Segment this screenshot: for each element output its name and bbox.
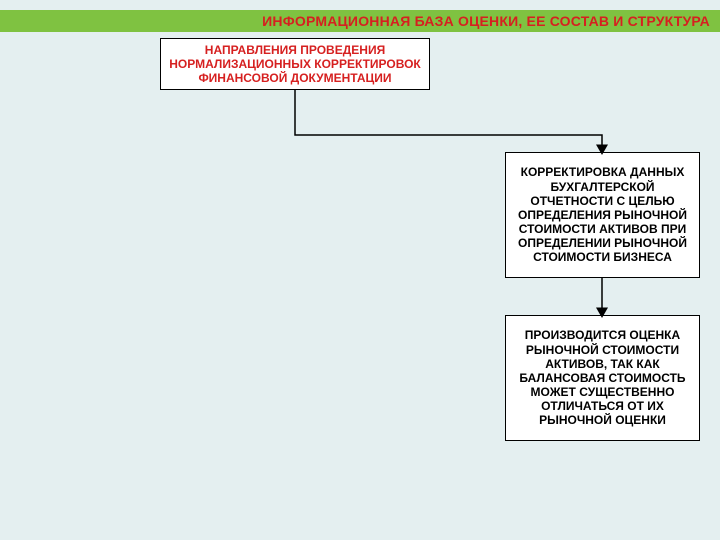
box-correction-text: КОРРЕКТИРОВКА ДАННЫХ БУХГАЛТЕРСКОЙ ОТЧЕТ…	[514, 165, 691, 264]
box-directions: НАПРАВЛЕНИЯ ПРОВЕДЕНИЯ НОРМАЛИЗАЦИОННЫХ …	[160, 38, 430, 90]
box-directions-text: НАПРАВЛЕНИЯ ПРОВЕДЕНИЯ НОРМАЛИЗАЦИОННЫХ …	[169, 43, 421, 85]
box-valuation-text: ПРОИЗВОДИТСЯ ОЦЕНКА РЫНОЧНОЙ СТОИМОСТИ А…	[514, 328, 691, 427]
box-correction: КОРРЕКТИРОВКА ДАННЫХ БУХГАЛТЕРСКОЙ ОТЧЕТ…	[505, 152, 700, 278]
header-title: ИНФОРМАЦИОННАЯ БАЗА ОЦЕНКИ, ЕЕ СОСТАВ И …	[262, 13, 710, 29]
box-valuation: ПРОИЗВОДИТСЯ ОЦЕНКА РЫНОЧНОЙ СТОИМОСТИ А…	[505, 315, 700, 441]
header-bar: ИНФОРМАЦИОННАЯ БАЗА ОЦЕНКИ, ЕЕ СОСТАВ И …	[0, 10, 720, 32]
